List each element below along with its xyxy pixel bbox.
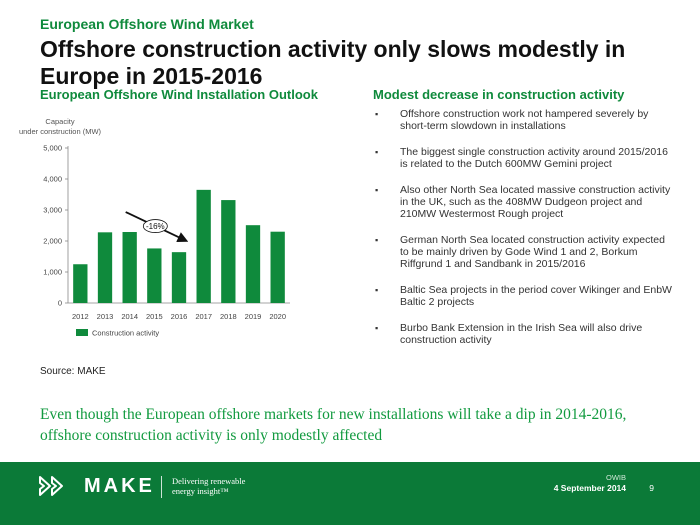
bullet-marker: ▪ bbox=[375, 235, 379, 245]
bullet-marker: ▪ bbox=[375, 147, 379, 157]
bullet-item: ▪ Also other North Sea located massive co… bbox=[373, 184, 673, 220]
make-logo-text: MAKE bbox=[84, 475, 155, 497]
legend-label: Construction activity bbox=[92, 329, 159, 338]
x-tick-label: 2017 bbox=[195, 312, 212, 321]
bullets-section-heading: Modest decrease in construction activity bbox=[373, 87, 625, 102]
bullet-text: Burbo Bank Extension in the Irish Sea wi… bbox=[400, 322, 643, 346]
y-tick-label: 2,000 bbox=[43, 237, 62, 246]
bullet-list: ▪ Offshore construction work not hampered… bbox=[373, 108, 673, 360]
bullet-item: ▪ Baltic Sea projects in the period cover… bbox=[373, 284, 673, 308]
bullet-item: ▪ Offshore construction work not hampered… bbox=[373, 108, 673, 132]
event-label: OWIB bbox=[606, 473, 626, 482]
y-tick-label: 0 bbox=[58, 299, 62, 308]
y-tick-label: 1,000 bbox=[43, 268, 62, 277]
bullet-text: Baltic Sea projects in the period cover … bbox=[400, 284, 672, 308]
y-axis-title: under construction (MW) bbox=[19, 127, 102, 136]
bullet-marker: ▪ bbox=[375, 109, 379, 119]
source-note: Source: MAKE bbox=[40, 366, 106, 377]
annotation-badge bbox=[142, 219, 168, 233]
bullet-text: The biggest single construction activity… bbox=[400, 146, 668, 170]
x-tick-label: 2013 bbox=[97, 312, 114, 321]
tagline-line-2: energy insight™ bbox=[172, 486, 229, 496]
bullet-marker: ▪ bbox=[375, 185, 379, 195]
y-tick-label: 5,000 bbox=[43, 144, 62, 153]
bar-2017 bbox=[196, 189, 211, 303]
tagline-line-1: Delivering renewable bbox=[172, 476, 246, 486]
bullet-item: ▪ German North Sea located construction a… bbox=[373, 234, 673, 270]
make-logo-icon bbox=[39, 476, 63, 496]
bar-2016 bbox=[171, 252, 187, 303]
x-tick-label: 2020 bbox=[269, 312, 286, 321]
chart-section-heading: European Offshore Wind Installation Outl… bbox=[40, 87, 318, 102]
x-tick-label: 2012 bbox=[72, 312, 89, 321]
logo-divider bbox=[161, 476, 162, 498]
slide-title: Offshore construction activity only slow… bbox=[40, 36, 626, 89]
bar-2015 bbox=[147, 248, 162, 303]
bar-2020 bbox=[270, 231, 285, 303]
bar-2018 bbox=[221, 200, 236, 303]
y-axis-title: Capacity bbox=[45, 117, 74, 126]
bullet-text: German North Sea located construction ac… bbox=[400, 234, 665, 270]
bullet-text: Also other North Sea located massive con… bbox=[400, 184, 671, 220]
slide-kicker: European Offshore Wind Market bbox=[40, 16, 254, 32]
y-tick-label: 3,000 bbox=[43, 206, 62, 215]
footer-date: 4 September 2014 bbox=[553, 483, 626, 493]
summary-quote: Even though the European offshore market… bbox=[40, 406, 627, 444]
bullet-item: ▪ Burbo Bank Extension in the Irish Sea w… bbox=[373, 322, 673, 346]
page-number: 9 bbox=[649, 483, 654, 493]
bullet-text: Offshore construction work not hampered … bbox=[400, 108, 649, 132]
bullet-marker: ▪ bbox=[375, 285, 379, 295]
x-tick-label: 2015 bbox=[146, 312, 163, 321]
x-tick-label: 2014 bbox=[121, 312, 138, 321]
annotation-label: -16% bbox=[146, 222, 165, 231]
bar-2013 bbox=[97, 232, 113, 303]
bullet-item: ▪ The biggest single construction activit… bbox=[373, 146, 673, 170]
footer-bar: MAKE Delivering renewable energy insight… bbox=[0, 462, 700, 525]
legend-swatch bbox=[76, 329, 88, 336]
y-tick-label: 4,000 bbox=[43, 175, 62, 184]
tagline: Delivering renewable energy insight™ bbox=[172, 476, 282, 496]
x-tick-label: 2018 bbox=[220, 312, 237, 321]
bar-2014 bbox=[122, 232, 137, 303]
x-tick-label: 2016 bbox=[171, 312, 188, 321]
x-tick-label: 2019 bbox=[245, 312, 262, 321]
bar-2019 bbox=[245, 225, 261, 303]
bar-2012 bbox=[73, 264, 88, 303]
bullet-marker: ▪ bbox=[375, 323, 379, 333]
